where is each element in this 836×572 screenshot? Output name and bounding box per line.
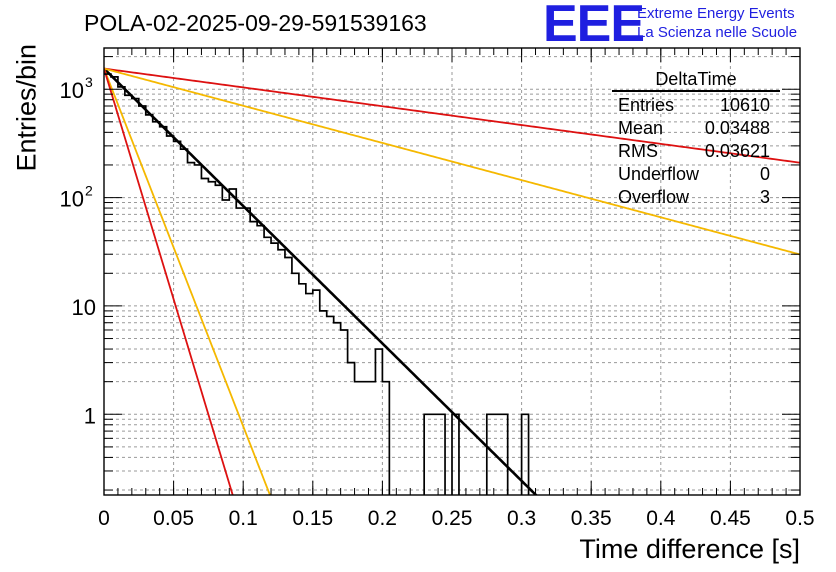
series-red-slow: [104, 67, 800, 164]
y-tick-label: 10: [72, 295, 96, 320]
stats-label: RMS: [618, 141, 658, 161]
stats-label: Mean: [618, 118, 664, 138]
series-red-fast: [104, 68, 234, 495]
y-tick-exponent: 3: [85, 74, 93, 90]
stats-title: DeltaTime: [612, 69, 780, 92]
x-tick-label: 0.4: [646, 507, 676, 530]
logo-line2: La Scienza nelle Scuole: [637, 24, 798, 41]
y-tick-label: 10: [60, 78, 84, 103]
histogram-outline: [104, 73, 530, 495]
series-orange-slow: [104, 67, 800, 256]
stats-value: 0.03488: [704, 118, 770, 138]
series-orange-fast: [104, 68, 271, 495]
x-tick-label: 0.15: [292, 507, 333, 530]
x-tick-label: 0.5: [785, 507, 814, 530]
stats-row-rms: RMS 0.03621: [612, 140, 780, 163]
axis-ticks: [103, 48, 801, 495]
stats-row-mean: Mean 0.03488: [612, 117, 780, 140]
tick-labels: 0 0.05 0.1 0.15 0.2 0.25 0.3 0.35 0.4 0.45 0.510 31…: [60, 74, 815, 530]
x-tick-label: 0.25: [432, 507, 473, 530]
x-tick-label: 0.35: [571, 507, 612, 530]
x-tick-label: 0.05: [153, 507, 194, 530]
x-tick-label: 0.45: [710, 507, 751, 530]
stats-value: 0.03621: [704, 141, 770, 161]
stats-label: Underflow: [618, 164, 700, 184]
stats-value: 3: [759, 187, 770, 207]
x-tick-label: 0: [98, 507, 110, 530]
stats-value: 10610: [719, 95, 770, 115]
eee-logo: EEE: [543, 0, 645, 53]
x-axis-label: Time difference [s]: [579, 534, 800, 564]
x-tick-label: 0.1: [229, 507, 258, 530]
series-group: [104, 67, 800, 495]
stats-row-underflow: Underflow 0: [612, 163, 780, 186]
logo-line1: Extreme Energy Events: [637, 5, 795, 22]
x-tick-label: 0.2: [368, 507, 397, 530]
x-tick-label: 0.3: [507, 507, 536, 530]
histogram-group: [104, 73, 530, 495]
stats-row-overflow: Overflow 3: [612, 186, 780, 209]
stats-value: 0: [759, 164, 770, 184]
y-tick-label: 1: [84, 403, 96, 428]
y-tick-exponent: 2: [85, 183, 93, 199]
stats-label: Entries: [618, 95, 675, 115]
page-title: POLA-02-2025-09-29-591539163: [84, 10, 427, 36]
series-fit: [104, 67, 538, 495]
stats-label: Overflow: [618, 187, 690, 207]
y-tick-label: 10: [60, 187, 84, 212]
y-axis-label: Entries/bin: [11, 43, 42, 172]
stats-row-entries: Entries 10610: [612, 94, 780, 117]
stats-box: DeltaTime Entries 10610 Mean 0.03488 RMS 0.…: [612, 69, 780, 209]
